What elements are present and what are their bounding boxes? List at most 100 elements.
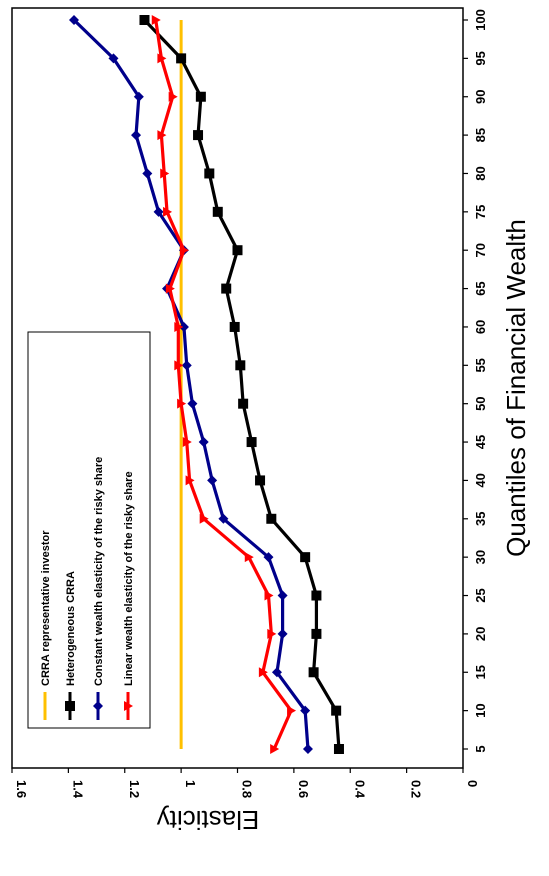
data-point: [157, 130, 167, 141]
data-point: [93, 701, 103, 711]
data-point: [238, 398, 249, 409]
data-point: [165, 283, 175, 294]
data-point: [311, 628, 322, 639]
data-point: [195, 91, 206, 102]
data-point: [266, 513, 277, 524]
data-point: [212, 206, 223, 217]
x-tick-label: 90: [473, 90, 488, 104]
data-point: [160, 168, 170, 179]
data-point: [258, 667, 268, 678]
data-point: [163, 206, 173, 217]
data-point: [176, 53, 187, 64]
x-tick-label: 45: [473, 435, 488, 449]
series-3: [151, 15, 297, 754]
data-point: [65, 701, 75, 711]
data-point: [218, 513, 229, 524]
data-point: [168, 91, 178, 102]
series-layer: [69, 15, 344, 754]
data-point: [193, 130, 204, 141]
data-point: [255, 475, 266, 486]
series-line: [154, 19, 293, 750]
data-point: [157, 53, 167, 64]
data-point: [178, 321, 189, 332]
y-tick-label: 0.4: [352, 780, 367, 799]
data-point: [246, 437, 257, 448]
data-point: [244, 552, 254, 563]
data-point: [308, 667, 319, 678]
x-tick-label: 80: [473, 166, 488, 180]
data-point: [151, 15, 161, 25]
series-line: [143, 18, 341, 750]
data-point: [177, 398, 187, 409]
x-tick-label: 75: [473, 205, 488, 219]
data-point: [331, 705, 342, 716]
data-point: [174, 360, 184, 371]
data-point: [235, 360, 246, 371]
data-point: [270, 744, 280, 754]
data-point: [153, 206, 164, 217]
x-axis-title: Quantiles of Financial Wealth: [501, 219, 531, 557]
chart-axes: 0 0.2 0.4 0.6 0.8 1 1.2 1.4 1.6 5 10 15 20 25 30 35 40 45…: [11, 7, 488, 799]
y-tick-label: 0.8: [240, 780, 255, 798]
data-point: [179, 245, 189, 256]
y-tick-label: 0.2: [409, 780, 424, 798]
data-point: [174, 321, 184, 332]
data-point: [271, 667, 282, 678]
data-point: [133, 91, 144, 102]
x-tick-label: 100: [473, 9, 488, 31]
x-tick-label: 60: [473, 320, 488, 334]
legend-item: Heterogeneous CRRA: [65, 571, 77, 720]
y-tick-label: 1.6: [14, 780, 29, 798]
y-tick-label: 1.4: [70, 780, 85, 799]
data-point: [142, 168, 153, 179]
legend-item: CRRA representative investor: [40, 530, 52, 720]
legend-label: Constant wealth elasticity of the risky …: [93, 457, 105, 686]
x-tick-label: 40: [473, 473, 488, 487]
data-point: [185, 475, 195, 486]
data-point: [204, 168, 215, 179]
data-point: [232, 245, 243, 256]
legend-label: Linear wealth elasticity of the risky sh…: [123, 471, 135, 686]
x-tick-label: 65: [473, 281, 488, 295]
x-tick-label: 70: [473, 243, 488, 257]
data-point: [131, 130, 142, 141]
data-point: [207, 475, 218, 486]
x-tick-label: 30: [473, 550, 488, 564]
data-point: [198, 437, 209, 448]
x-tick-label: 95: [473, 51, 488, 65]
x-tick-label: 85: [473, 128, 488, 142]
x-tick-label: 20: [473, 627, 488, 641]
data-point: [333, 744, 344, 754]
data-point: [267, 628, 277, 639]
data-point: [300, 705, 311, 716]
data-point: [199, 513, 209, 524]
data-point: [300, 552, 311, 563]
data-point: [277, 590, 288, 601]
x-tick-label: 55: [473, 358, 488, 372]
y-tick-label: 0.6: [296, 780, 311, 798]
legend-item: Linear wealth elasticity of the risky sh…: [123, 471, 135, 720]
legend: CRRA representative investor Heterogeneou…: [27, 331, 151, 729]
data-point: [302, 744, 313, 754]
data-point: [221, 283, 232, 294]
data-point: [287, 705, 297, 716]
data-point: [277, 628, 288, 639]
x-tick-label: 5: [473, 745, 488, 752]
y-tick-label: 1.2: [127, 780, 142, 798]
data-point: [182, 437, 192, 448]
y-tick-label: 1: [183, 780, 198, 787]
series-1: [139, 15, 344, 754]
legend-label: CRRA representative investor: [40, 530, 52, 686]
x-tick-label: 10: [473, 703, 488, 717]
data-point: [264, 590, 274, 601]
data-point: [229, 321, 240, 332]
data-point: [187, 398, 198, 409]
data-point: [263, 552, 274, 563]
data-point: [108, 53, 119, 64]
data-point: [69, 15, 80, 25]
data-point: [181, 360, 192, 371]
x-tick-label: 35: [473, 512, 488, 526]
y-tick-label: 0: [465, 780, 480, 787]
legend-label: Heterogeneous CRRA: [65, 571, 77, 686]
